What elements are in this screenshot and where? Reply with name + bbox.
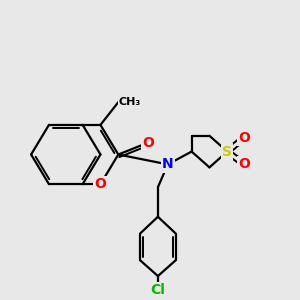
Text: S: S — [222, 145, 232, 159]
Text: N: N — [162, 158, 174, 171]
Text: O: O — [142, 136, 154, 150]
Text: Cl: Cl — [151, 283, 165, 297]
Text: O: O — [94, 177, 106, 191]
Text: CH₃: CH₃ — [118, 97, 140, 107]
Text: O: O — [238, 131, 250, 145]
Text: O: O — [238, 158, 250, 171]
